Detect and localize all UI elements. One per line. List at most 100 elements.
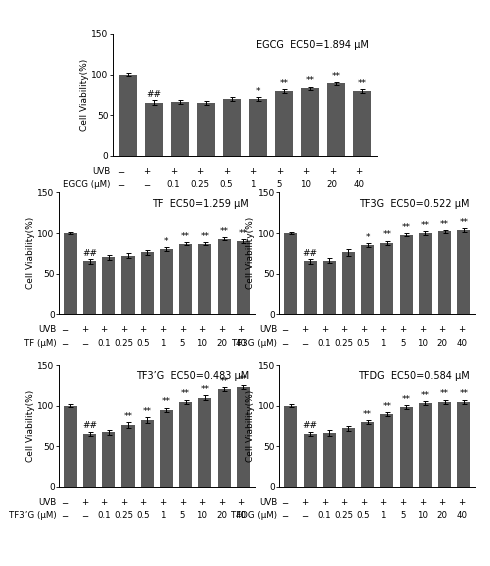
Text: +: + (458, 498, 465, 507)
Bar (399, 235, 413, 314)
Text: ##: ## (147, 90, 162, 99)
Text: +: + (120, 325, 127, 335)
Text: 1: 1 (380, 512, 386, 521)
Text: TF (μM): TF (μM) (24, 339, 57, 348)
Text: 1: 1 (380, 339, 386, 348)
Text: +: + (419, 498, 426, 507)
Text: 0.1: 0.1 (318, 339, 331, 348)
Bar (198, 243, 211, 314)
Text: −: − (117, 181, 124, 190)
Bar (457, 402, 470, 487)
Bar (141, 252, 154, 314)
Text: TF  EC50=1.259 μM: TF EC50=1.259 μM (152, 199, 249, 208)
Text: EGCG (μM): EGCG (μM) (63, 181, 110, 190)
Text: +: + (100, 325, 107, 335)
Bar (83, 261, 96, 314)
Bar (197, 103, 215, 156)
Text: +: + (341, 498, 347, 507)
Text: 1: 1 (250, 181, 256, 190)
Text: 5: 5 (179, 339, 185, 348)
Bar (284, 233, 297, 314)
Text: 5: 5 (400, 339, 406, 348)
Bar (301, 88, 318, 156)
Text: **: ** (123, 412, 132, 421)
Text: EGCG  EC50=1.894 μM: EGCG EC50=1.894 μM (256, 40, 369, 50)
Bar (361, 422, 374, 487)
Text: UVB: UVB (92, 167, 110, 176)
Bar (64, 406, 77, 487)
Text: 0.25: 0.25 (114, 512, 133, 521)
Text: 0.25: 0.25 (334, 339, 354, 348)
Text: 0.1: 0.1 (97, 512, 111, 521)
Text: +: + (198, 325, 205, 335)
Bar (303, 434, 317, 487)
Y-axis label: Cell Viability(%): Cell Viability(%) (246, 217, 255, 289)
Text: 0.5: 0.5 (357, 512, 370, 521)
Text: **: ** (331, 72, 340, 80)
Text: **: ** (440, 389, 449, 398)
Text: −: − (144, 181, 151, 190)
Text: −: − (61, 512, 68, 521)
Bar (380, 414, 393, 487)
Text: 20: 20 (437, 339, 447, 348)
Text: +: + (380, 498, 387, 507)
Bar (327, 83, 344, 156)
Text: +: + (179, 498, 186, 507)
Bar (284, 406, 297, 487)
Bar (141, 420, 154, 487)
Text: +: + (439, 498, 445, 507)
Text: 10: 10 (417, 339, 428, 348)
Text: 5: 5 (400, 512, 406, 521)
Bar (160, 410, 173, 487)
Text: −: − (282, 325, 289, 335)
Text: 20: 20 (216, 339, 227, 348)
Text: +: + (380, 325, 387, 335)
Text: 10: 10 (196, 512, 207, 521)
Text: **: ** (220, 227, 228, 236)
Text: 10: 10 (196, 339, 207, 348)
Text: 0.1: 0.1 (97, 339, 111, 348)
Text: TFDG  EC50=0.584 μM: TFDG EC50=0.584 μM (358, 371, 469, 381)
Bar (361, 245, 374, 314)
Bar (380, 243, 393, 314)
Text: **: ** (382, 401, 392, 410)
Text: **: ** (181, 231, 190, 241)
Text: +: + (198, 498, 205, 507)
Text: 5: 5 (277, 181, 282, 190)
Text: +: + (321, 498, 328, 507)
Text: TF3’G (μM): TF3’G (μM) (9, 512, 57, 521)
Text: +: + (159, 325, 166, 335)
Text: +: + (223, 167, 230, 176)
Text: **: ** (181, 389, 190, 398)
Text: 10: 10 (417, 512, 428, 521)
Text: 0.25: 0.25 (334, 512, 354, 521)
Text: **: ** (402, 395, 411, 404)
Text: +: + (458, 325, 465, 335)
Bar (303, 261, 317, 314)
Text: +: + (360, 498, 367, 507)
Bar (102, 258, 115, 314)
Text: **: ** (279, 79, 289, 88)
Text: **: ** (357, 79, 366, 88)
Y-axis label: Cell Viability(%): Cell Viability(%) (25, 390, 35, 462)
Bar (160, 249, 173, 314)
Text: −: − (282, 512, 289, 521)
Text: +: + (81, 498, 88, 507)
Text: +: + (196, 167, 204, 176)
Text: TF3’G  EC50=0.483 μM: TF3’G EC50=0.483 μM (136, 371, 249, 381)
Text: +: + (360, 325, 367, 335)
Text: +: + (218, 325, 225, 335)
Text: **: ** (421, 221, 430, 230)
Bar (249, 99, 267, 156)
Text: **: ** (402, 223, 411, 232)
Text: +: + (301, 325, 308, 335)
Text: +: + (321, 325, 328, 335)
Text: +: + (159, 498, 166, 507)
Text: **: ** (239, 375, 248, 384)
Text: 0.5: 0.5 (136, 512, 150, 521)
Bar (179, 402, 192, 487)
Text: *: * (256, 87, 260, 96)
Text: +: + (140, 498, 147, 507)
Text: **: ** (382, 230, 392, 239)
Bar (122, 425, 135, 487)
